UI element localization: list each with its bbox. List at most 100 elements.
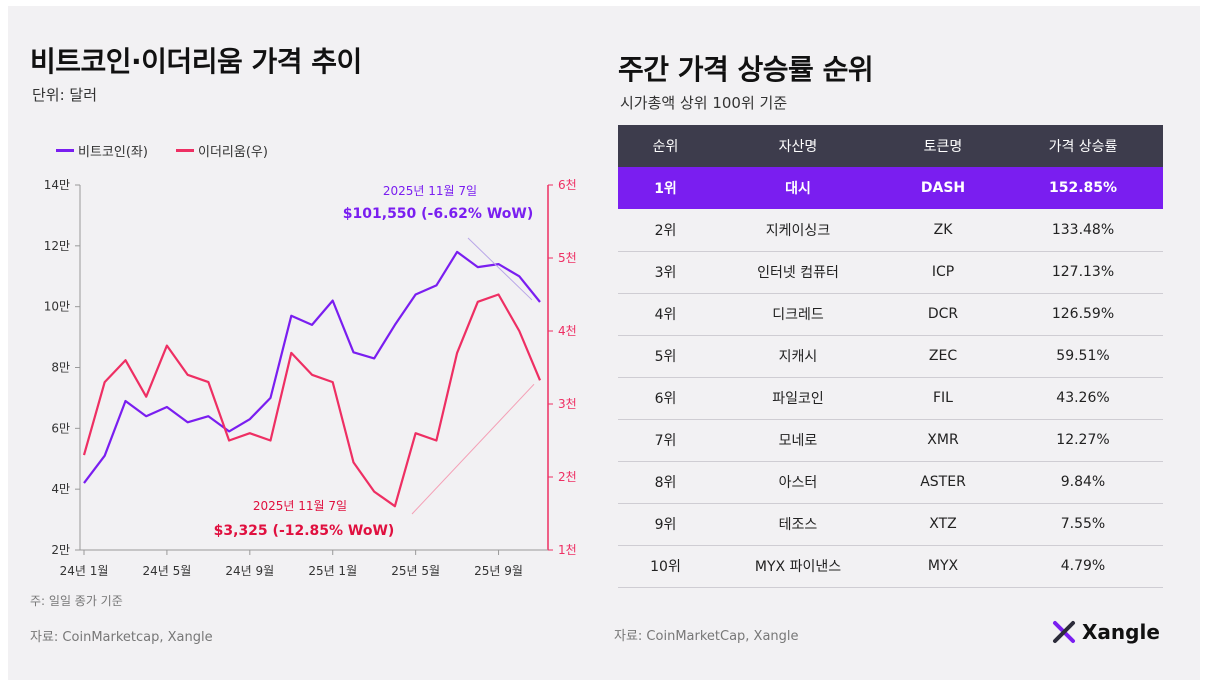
cell-rank: 10위 <box>618 545 713 588</box>
cell-rank: 8위 <box>618 461 713 504</box>
eth-annotation-date: 2025년 11월 7일 <box>253 499 347 513</box>
y-right-tick-label: 3천 <box>558 396 577 411</box>
cell-token: ZEC <box>883 335 1003 378</box>
cell-token: ASTER <box>883 461 1003 504</box>
cell-name: 모네로 <box>713 419 883 462</box>
cell-change: 12.27% <box>1003 419 1163 462</box>
cell-token: MYX <box>883 545 1003 588</box>
cell-name: 지캐시 <box>713 335 883 378</box>
y-left-tick-label: 10만 <box>44 300 70 314</box>
x-tick-label: 25년 1월 <box>308 564 357 578</box>
btc-annotation-date: 2025년 11월 7일 <box>383 184 477 198</box>
cell-name: 아스터 <box>713 461 883 504</box>
cell-token: FIL <box>883 377 1003 420</box>
table-row: 5위 지캐시 ZEC 59.51% <box>618 335 1163 378</box>
legend-btc: 비트코인(좌) <box>56 141 148 160</box>
cell-token: DCR <box>883 293 1003 336</box>
y-right-tick-label: 5천 <box>558 250 577 265</box>
y-left-tick-label: 8만 <box>51 361 70 375</box>
cell-name: 파일코인 <box>713 377 883 420</box>
eth-price-line <box>82 293 542 508</box>
legend-eth-label: 이더리움(우) <box>198 145 268 160</box>
cell-token: ICP <box>883 251 1003 294</box>
cell-rank: 2위 <box>618 209 713 252</box>
table-row: 10위 MYX 파이낸스 MYX 4.79% <box>618 545 1163 588</box>
cell-token: XTZ <box>883 503 1003 546</box>
legend-eth-swatch <box>176 149 194 152</box>
eth-annotation-value: $3,325 (-12.85% WoW) <box>214 523 395 539</box>
ranking-table: 순위 자산명 토큰명 가격 상승률 1위 대시 DASH 152.85% 2위 지케이싱크… <box>618 125 1163 588</box>
table-header-row: 순위 자산명 토큰명 가격 상승률 <box>618 125 1163 167</box>
legend-btc-swatch <box>56 149 74 152</box>
y-left-tick-label: 12만 <box>44 239 70 253</box>
cell-rank: 4위 <box>618 293 713 336</box>
table-row: 4위 디크레드 DCR 126.59% <box>618 293 1163 336</box>
cell-change: 7.55% <box>1003 503 1163 546</box>
table-row: 9위 테조스 XTZ 7.55% <box>618 503 1163 546</box>
y-right-tick-label: 6천 <box>558 177 577 192</box>
btc-annotation-leader <box>467 237 533 301</box>
y-left-tick-label: 4만 <box>51 482 70 496</box>
x-tick-label: 24년 9월 <box>225 564 274 578</box>
cell-token: DASH <box>883 167 1003 209</box>
table-row: 6위 파일코인 FIL 43.26% <box>618 377 1163 420</box>
cell-change: 126.59% <box>1003 293 1163 336</box>
chart-title: 비트코인·이더리움 가격 추이 <box>30 45 362 78</box>
table-row: 2위 지케이싱크 ZK 133.48% <box>618 209 1163 252</box>
y-left-tick-label: 2만 <box>51 543 70 557</box>
y-left-tick-label: 6만 <box>51 421 70 435</box>
xangle-mark-icon <box>1053 621 1075 643</box>
x-tick-label: 25년 9월 <box>474 564 523 578</box>
xangle-logo: Xangle <box>1052 620 1160 644</box>
table-row: 8위 아스터 ASTER 9.84% <box>618 461 1163 504</box>
eth-annotation-leader <box>411 383 535 515</box>
header-change: 가격 상승률 <box>1003 125 1163 167</box>
chart-unit: 단위: 달러 <box>32 86 98 104</box>
cell-token: XMR <box>883 419 1003 462</box>
header-asset: 자산명 <box>713 125 883 167</box>
header-rank: 순위 <box>618 125 713 167</box>
cell-change: 4.79% <box>1003 545 1163 588</box>
cell-name: 인터넷 컴퓨터 <box>713 251 883 294</box>
ranking-subtitle: 시가총액 상위 100위 기준 <box>620 94 788 112</box>
cell-change: 59.51% <box>1003 335 1163 378</box>
cell-change: 9.84% <box>1003 461 1163 504</box>
cell-name: 테조스 <box>713 503 883 546</box>
footnote: 주: 일일 종가 기준 <box>30 594 123 608</box>
cell-rank: 3위 <box>618 251 713 294</box>
cell-name: 대시 <box>713 167 883 209</box>
cell-name: 지케이싱크 <box>713 209 883 252</box>
btc-price-line <box>83 250 541 484</box>
cell-token: ZK <box>883 209 1003 252</box>
header-token: 토큰명 <box>883 125 1003 167</box>
y-left-tick-label: 14만 <box>44 178 70 192</box>
cell-name: MYX 파이낸스 <box>713 545 883 588</box>
brand-name: Xangle <box>1082 620 1160 644</box>
cell-rank: 1위 <box>618 167 713 209</box>
y-right-tick-label: 2천 <box>558 469 577 484</box>
y-right-tick-label: 4천 <box>558 323 577 338</box>
cell-rank: 7위 <box>618 419 713 462</box>
cell-change: 127.13% <box>1003 251 1163 294</box>
cell-change: 133.48% <box>1003 209 1163 252</box>
table-row: 3위 인터넷 컴퓨터 ICP 127.13% <box>618 251 1163 294</box>
cell-rank: 9위 <box>618 503 713 546</box>
cell-change: 43.26% <box>1003 377 1163 420</box>
cell-rank: 6위 <box>618 377 713 420</box>
x-tick-label: 25년 5월 <box>391 564 440 578</box>
x-tick-label: 24년 1월 <box>60 564 109 578</box>
source-right: 자료: CoinMarketCap, Xangle <box>614 629 799 644</box>
source-left: 자료: CoinMarketcap, Xangle <box>30 630 213 645</box>
legend-btc-label: 비트코인(좌) <box>78 145 148 160</box>
cell-change: 152.85% <box>1003 167 1163 209</box>
cell-name: 디크레드 <box>713 293 883 336</box>
x-tick-label: 24년 5월 <box>143 564 192 578</box>
table-row: 1위 대시 DASH 152.85% <box>618 167 1163 209</box>
legend-eth: 이더리움(우) <box>176 141 268 160</box>
table-row: 7위 모네로 XMR 12.27% <box>618 419 1163 462</box>
price-chart: 2만 4만 6만 8만 10만 12만 14만 1천 2천 3천 4천 5천 6천 24년 1월 24년 5… <box>44 177 577 578</box>
btc-annotation-value: $101,550 (-6.62% WoW) <box>343 206 533 222</box>
ranking-title: 주간 가격 상승률 순위 <box>618 53 874 86</box>
cell-rank: 5위 <box>618 335 713 378</box>
y-right-tick-label: 1천 <box>558 542 577 557</box>
